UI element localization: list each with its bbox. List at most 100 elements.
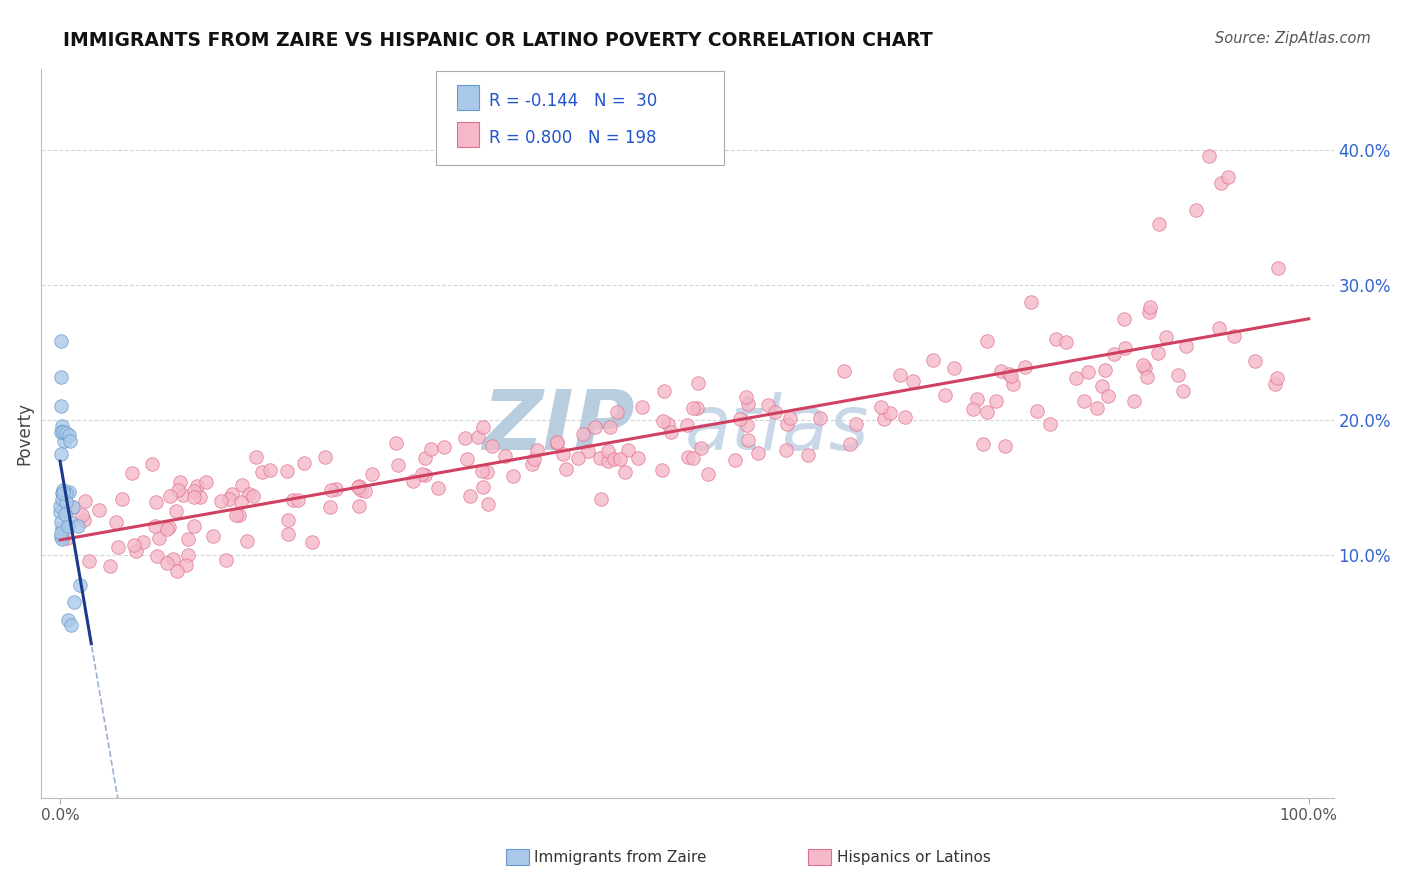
Point	[294, 456, 316, 470]
Point	[889, 368, 911, 382]
Point	[145, 495, 167, 509]
Point	[472, 480, 495, 494]
Point	[177, 532, 200, 546]
Point	[111, 491, 134, 506]
Point	[59, 434, 82, 448]
Point	[591, 492, 613, 507]
Point	[690, 442, 713, 456]
Point	[58, 485, 80, 500]
Point	[55, 531, 77, 545]
Point	[737, 433, 759, 447]
Point	[598, 444, 620, 458]
Point	[1147, 345, 1170, 359]
Point	[188, 490, 211, 504]
Point	[238, 487, 260, 501]
Point	[682, 450, 704, 465]
Point	[277, 513, 299, 527]
Point	[51, 419, 73, 434]
Point	[724, 453, 747, 467]
Point	[156, 523, 179, 537]
Point	[779, 410, 801, 425]
Point	[456, 452, 478, 467]
Point	[589, 450, 612, 465]
Point	[201, 528, 224, 542]
Point	[1091, 379, 1114, 393]
Point	[59, 516, 82, 530]
Point	[51, 491, 73, 506]
Point	[576, 444, 599, 458]
Point	[259, 463, 281, 477]
Point	[346, 480, 368, 494]
Point	[1216, 169, 1239, 184]
Point	[1185, 203, 1208, 218]
Point	[347, 479, 370, 493]
Point	[51, 532, 73, 546]
Point	[657, 417, 679, 432]
Point	[1045, 332, 1067, 346]
Point	[51, 399, 73, 413]
Point	[475, 466, 498, 480]
Point	[432, 440, 454, 454]
Point	[1244, 353, 1267, 368]
Point	[583, 420, 606, 434]
Point	[1133, 361, 1156, 376]
Point	[1211, 177, 1233, 191]
Point	[107, 541, 129, 555]
Point	[53, 507, 76, 521]
Point	[51, 425, 73, 439]
Point	[121, 466, 143, 480]
Point	[183, 519, 205, 533]
Point	[174, 558, 197, 572]
Point	[984, 394, 1007, 409]
Point	[598, 454, 620, 468]
Point	[51, 424, 73, 438]
Point	[998, 368, 1021, 382]
Point	[58, 428, 80, 442]
Point	[186, 479, 208, 493]
Point	[228, 508, 250, 522]
Point	[221, 487, 243, 501]
Point	[467, 430, 489, 444]
Point	[1264, 377, 1286, 392]
Point	[477, 497, 499, 511]
Point	[427, 481, 450, 495]
Point	[231, 478, 253, 492]
Point	[1123, 394, 1146, 409]
Point	[1265, 371, 1288, 385]
Point	[1001, 377, 1024, 392]
Point	[122, 538, 145, 552]
Point	[172, 488, 194, 502]
Point	[58, 519, 80, 533]
Point	[1137, 305, 1160, 319]
Text: ZIP: ZIP	[482, 386, 634, 467]
Point	[49, 504, 72, 518]
Point	[49, 530, 72, 544]
Point	[276, 464, 298, 478]
Text: R = -0.144   N =  30: R = -0.144 N = 30	[489, 92, 658, 110]
Point	[523, 452, 546, 467]
Point	[737, 418, 759, 433]
Point	[571, 427, 593, 442]
Point	[77, 554, 100, 568]
Point	[901, 374, 924, 388]
Point	[627, 450, 650, 465]
Point	[567, 450, 589, 465]
Point	[1139, 300, 1161, 314]
Point	[350, 483, 373, 497]
Point	[682, 401, 704, 415]
Point	[763, 405, 786, 419]
Point	[231, 494, 253, 508]
Point	[1167, 368, 1189, 383]
Point	[606, 405, 628, 419]
Point	[651, 463, 673, 477]
Text: Source: ZipAtlas.com: Source: ZipAtlas.com	[1215, 31, 1371, 46]
Point	[1025, 403, 1047, 417]
Point	[62, 595, 84, 609]
Point	[319, 483, 342, 497]
Point	[159, 489, 181, 503]
Point	[1039, 417, 1062, 431]
Point	[1208, 321, 1230, 335]
Point	[976, 334, 998, 348]
Point	[1114, 341, 1136, 355]
Point	[678, 450, 700, 465]
